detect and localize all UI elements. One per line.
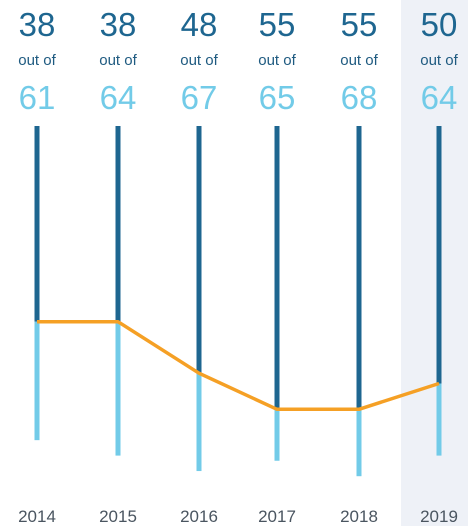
- bar-remainder-2016: [196, 373, 202, 472]
- total-label-2015: 64: [99, 79, 137, 116]
- total-label-2014: 61: [18, 79, 56, 116]
- total-label-2016: 67: [180, 79, 218, 116]
- bar-remainder-2017: [274, 409, 280, 461]
- count-label-2015: 38: [99, 6, 137, 43]
- out-of-label-2017: out of: [258, 52, 296, 69]
- bar-remainder-2018: [356, 409, 362, 477]
- bar-count-2015: [115, 126, 121, 322]
- bar-count-2019: [436, 126, 442, 384]
- bar-remainder-2015: [115, 321, 121, 456]
- count-label-2018: 55: [340, 6, 378, 43]
- total-label-2018: 68: [340, 79, 378, 116]
- total-label-2019: 64: [420, 79, 458, 116]
- bar-count-2014: [34, 126, 40, 322]
- bar-remainder-2014: [34, 321, 40, 441]
- year-label-2019: 2019: [420, 507, 458, 526]
- count-label-2019: 50: [420, 6, 458, 43]
- year-label-2016: 2016: [180, 507, 218, 526]
- highlight-column-2019: [401, 0, 468, 526]
- bars-group: [34, 126, 442, 477]
- bar-remainder-2019: [436, 383, 442, 456]
- count-label-2017: 55: [258, 6, 296, 43]
- out-of-label-2014: out of: [18, 52, 56, 69]
- year-label-2015: 2015: [99, 507, 137, 526]
- bar-count-2017: [274, 126, 280, 410]
- out-of-label-2019: out of: [420, 52, 458, 69]
- out-of-label-2018: out of: [340, 52, 378, 69]
- bar-count-2018: [356, 126, 362, 410]
- total-label-2017: 65: [258, 79, 296, 116]
- count-label-2014: 38: [18, 6, 56, 43]
- year-label-2017: 2017: [258, 507, 296, 526]
- trend-line: [37, 319, 440, 412]
- year-label-2018: 2018: [340, 507, 378, 526]
- out-of-label-2016: out of: [180, 52, 218, 69]
- year-label-2014: 2014: [18, 507, 56, 526]
- count-label-2016: 48: [180, 6, 218, 43]
- out-of-label-2015: out of: [99, 52, 137, 69]
- bar-count-2016: [196, 126, 202, 374]
